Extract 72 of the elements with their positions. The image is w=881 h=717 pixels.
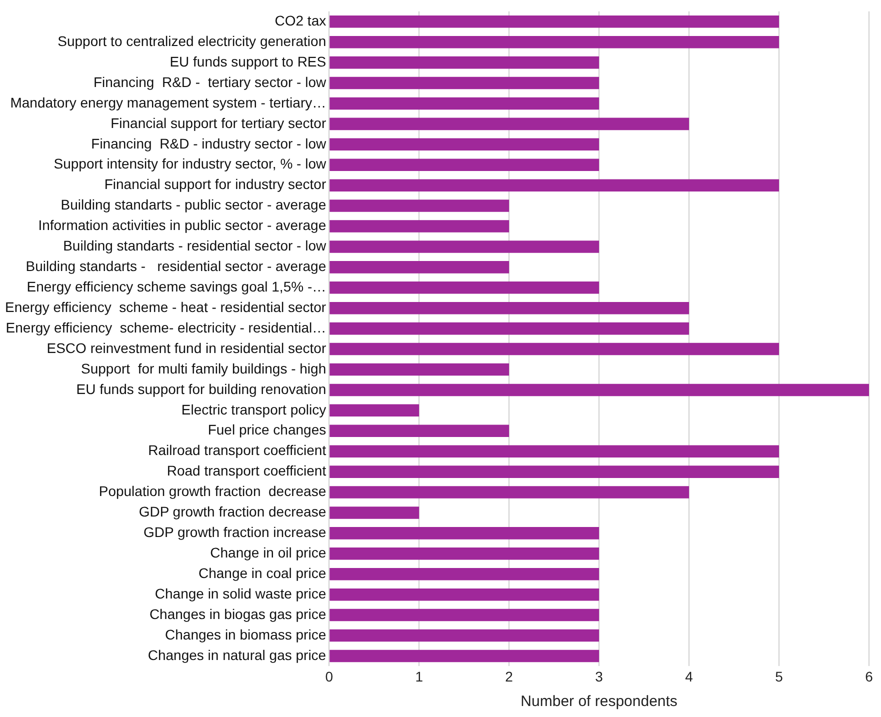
y-tick-label: Change in coal price xyxy=(198,564,326,581)
y-tick-label: Financing R&D - industry sector - low xyxy=(91,135,327,152)
y-tick-label: Electric transport policy xyxy=(181,401,326,418)
bar xyxy=(330,97,600,110)
bar xyxy=(330,527,600,540)
bar xyxy=(330,179,780,192)
y-tick-label: Building standarts - residential sector - average xyxy=(26,258,326,274)
bar xyxy=(330,363,510,376)
x-tick-label: 1 xyxy=(415,668,424,684)
y-tick-label: Fuel price changes xyxy=(208,422,326,438)
bar xyxy=(330,261,510,274)
bar xyxy=(330,138,600,151)
y-tick-label: CO2 tax xyxy=(274,12,326,28)
y-tick-label: EU funds support to RES xyxy=(170,53,326,70)
y-tick-label: Energy efficiency scheme- electricity - residential… xyxy=(6,319,326,336)
bar xyxy=(330,322,690,335)
bar xyxy=(330,629,600,642)
bar xyxy=(330,588,600,601)
x-tick-label: 5 xyxy=(775,668,784,684)
bar xyxy=(330,650,600,662)
y-tick-label: Financial support for tertiary sector xyxy=(110,114,326,131)
bar xyxy=(330,220,510,232)
y-tick-label: Support for multi family buildings - high xyxy=(81,360,326,376)
bar xyxy=(330,568,600,580)
bar xyxy=(330,15,780,28)
x-tick-label: 3 xyxy=(595,668,604,684)
y-tick-label: Financial support for industry sector xyxy=(104,176,326,192)
x-tick-label: 4 xyxy=(685,668,694,684)
bar xyxy=(330,56,600,69)
y-tick-label: ESCO reinvestment fund in residential sector xyxy=(46,340,326,356)
y-tick-label: Energy efficiency scheme savings goal 1,5% -… xyxy=(26,278,326,295)
x-tick-label: 2 xyxy=(505,668,514,684)
y-tick-label: Change in solid waste price xyxy=(154,585,326,602)
bar xyxy=(330,200,510,212)
bar xyxy=(330,118,690,130)
x-axis-title: Number of respondents xyxy=(520,693,678,710)
y-tick-label: Building standarts - residential sector - low xyxy=(63,238,327,254)
bar xyxy=(330,506,420,519)
bar xyxy=(330,404,420,417)
y-tick-label: Financing R&D - tertiary sector - low xyxy=(93,74,327,90)
y-tick-label: Support to centralized electricity generation xyxy=(58,32,326,49)
bar xyxy=(330,466,780,478)
y-tick-label: GDP growth fraction increase xyxy=(144,524,326,540)
bar xyxy=(330,36,780,48)
y-tick-label: Changes in natural gas price xyxy=(148,646,326,663)
y-tick-label: Changes in biogas gas price xyxy=(149,606,326,622)
y-tick-label: Energy efficiency scheme - heat - residential sector xyxy=(4,298,326,315)
y-tick-label: Railroad transport coefficient xyxy=(148,442,326,458)
y-tick-label: GDP growth fraction decrease xyxy=(138,504,326,520)
bar xyxy=(330,282,600,294)
y-tick-label: Population growth fraction decrease xyxy=(98,483,326,500)
bar xyxy=(330,158,600,172)
bar xyxy=(330,424,510,438)
bar xyxy=(330,302,690,314)
y-tick-label: Change in oil price xyxy=(210,544,326,561)
bar xyxy=(330,342,780,356)
bar xyxy=(330,486,690,498)
y-tick-label: Road transport coefficient xyxy=(166,462,326,479)
y-tick-label: Information activities in public sector - average xyxy=(38,217,326,234)
x-tick-label: 6 xyxy=(865,668,874,684)
y-tick-label: Support intensity for industry sector, % - low xyxy=(54,156,327,172)
y-tick-label: Changes in biomass price xyxy=(165,626,326,642)
y-tick-label: Building standarts - public sector - average xyxy=(60,196,326,213)
bar xyxy=(330,384,869,396)
bar xyxy=(330,608,600,622)
y-tick-label: EU funds support for building renovation xyxy=(76,380,326,397)
bar xyxy=(330,76,600,90)
bar xyxy=(330,445,780,458)
bar xyxy=(330,240,600,253)
bar xyxy=(330,548,600,560)
y-tick-label: Mandatory energy management system - tertiary… xyxy=(10,94,326,110)
x-tick-label: 0 xyxy=(325,668,334,684)
